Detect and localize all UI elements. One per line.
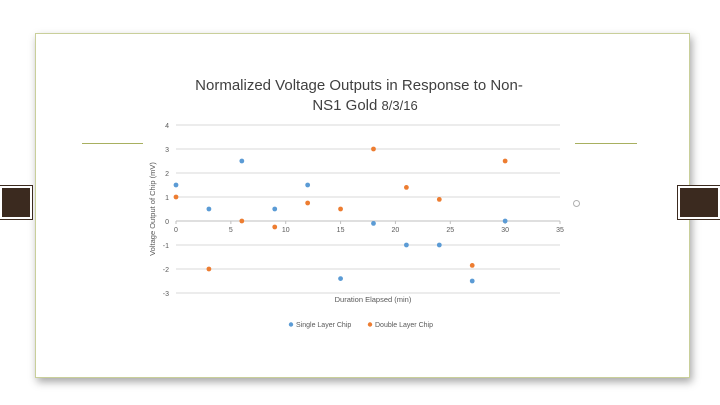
single-layer-point <box>404 242 409 248</box>
double-layer-point <box>272 224 278 230</box>
y-tick-label: 4 <box>165 123 169 130</box>
y-axis-title: Voltage Output of Chip (mV) <box>148 162 157 256</box>
chart-title: Normalized Voltage Outputs in Response t… <box>143 76 575 116</box>
y-tick-label: 2 <box>165 171 169 178</box>
date-stamp: 8/3/16 <box>381 98 418 113</box>
right-divider-rule <box>575 143 637 144</box>
double-layer-point <box>404 185 409 190</box>
double-layer-point <box>305 200 311 206</box>
y-tick-label: 3 <box>165 147 169 154</box>
single-layer-point <box>436 242 442 248</box>
chart-title-line-2: NS1 Gold <box>312 97 378 114</box>
single-layer-point <box>272 206 278 212</box>
legend-marker <box>288 322 294 327</box>
single-layer-point <box>502 218 508 224</box>
double-layer-point <box>173 194 179 200</box>
legend-marker <box>367 322 373 327</box>
double-layer-point <box>436 197 442 202</box>
legend-label: Double Layer Chip <box>375 322 433 329</box>
left-divider-rule <box>82 143 145 144</box>
y-tick-label: -3 <box>163 291 169 298</box>
double-layer-point <box>371 146 376 152</box>
double-layer-point <box>206 266 212 272</box>
single-layer-point <box>239 158 245 164</box>
x-tick-label: 25 <box>446 227 454 234</box>
x-tick-label: 0 <box>174 227 178 234</box>
x-tick-label: 20 <box>392 227 400 234</box>
x-tick-label: 5 <box>229 227 233 234</box>
x-tick-label: 30 <box>501 227 509 234</box>
double-layer-point <box>469 263 475 268</box>
resize-handle[interactable] <box>573 200 580 207</box>
double-layer-point <box>338 206 343 212</box>
chart-title-line-1: Normalized Voltage Outputs in Response t… <box>195 77 523 94</box>
double-layer-point <box>239 218 245 224</box>
single-layer-point <box>371 221 376 226</box>
left-tab-marker <box>0 185 33 220</box>
x-tick-label: 10 <box>282 227 290 234</box>
y-tick-label: -2 <box>163 267 169 274</box>
chart-panel: 4 3 2 1 0 -1 -2 -3 0 5 10 15 20 25 30 35 Duration Elapse… <box>143 70 575 335</box>
legend-label: Single Layer Chip <box>296 322 351 329</box>
double-layer-point <box>502 158 508 164</box>
single-layer-point <box>469 278 475 284</box>
x-axis-title: Duration Elapsed (min) <box>335 295 412 304</box>
single-layer-point <box>173 182 179 188</box>
single-layer-point <box>305 182 311 188</box>
x-tick-label: 35 <box>556 227 564 234</box>
y-tick-label: 1 <box>165 195 169 202</box>
single-layer-point <box>206 206 212 212</box>
y-tick-label: 0 <box>165 219 169 226</box>
y-tick-label: -1 <box>163 243 169 250</box>
single-layer-point <box>338 276 343 281</box>
x-tick-label: 15 <box>337 227 345 234</box>
right-tab-marker <box>677 185 720 220</box>
